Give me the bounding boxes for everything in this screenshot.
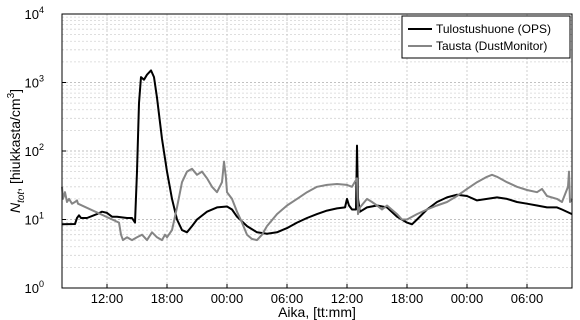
legend-box [401,15,571,59]
y-tick-label: 102 [25,142,44,159]
y-tick-label: 100 [25,279,44,296]
x-tick-label: 12:00 [91,291,124,306]
series-group [61,69,573,242]
x-tick-label: 00:00 [451,291,484,306]
x-tick-label: 06:00 [271,291,304,306]
y-tick-label: 104 [25,5,44,22]
legend: Tulostushuone (OPS) Tausta (DustMonitor) [401,15,571,59]
series-line-dustmonitor [61,160,573,242]
y-axis: 100 101 102 103 104 [25,5,66,296]
x-tick-label: 18:00 [151,291,184,306]
x-axis-label: Aika, [tt:mm] [278,304,356,320]
legend-label-ops: Tulostushuone (OPS) [436,22,551,36]
y-label-end: ] [7,89,23,93]
x-tick-label: 12:00 [331,291,364,306]
y-label-unit: , [hiukkasta/cm [7,98,23,191]
y-label-symbol: N [7,202,23,213]
x-tick-label: 00:00 [211,291,244,306]
y-axis-label: Ntot, [hiukkasta/cm3] [6,89,27,213]
x-axis: 12:00 18:00 00:00 06:00 12:00 18:00 00:00 06:00 [91,284,544,306]
series-line-ops [61,69,573,235]
legend-label-dustmonitor: Tausta (DustMonitor) [436,39,547,53]
y-label-subscript: tot [16,191,27,203]
x-tick-label: 06:00 [511,291,544,306]
y-tick-label: 103 [25,74,44,91]
y-label-superscript: 3 [6,92,17,98]
x-tick-label: 18:00 [391,291,424,306]
y-tick-label: 101 [25,211,44,228]
